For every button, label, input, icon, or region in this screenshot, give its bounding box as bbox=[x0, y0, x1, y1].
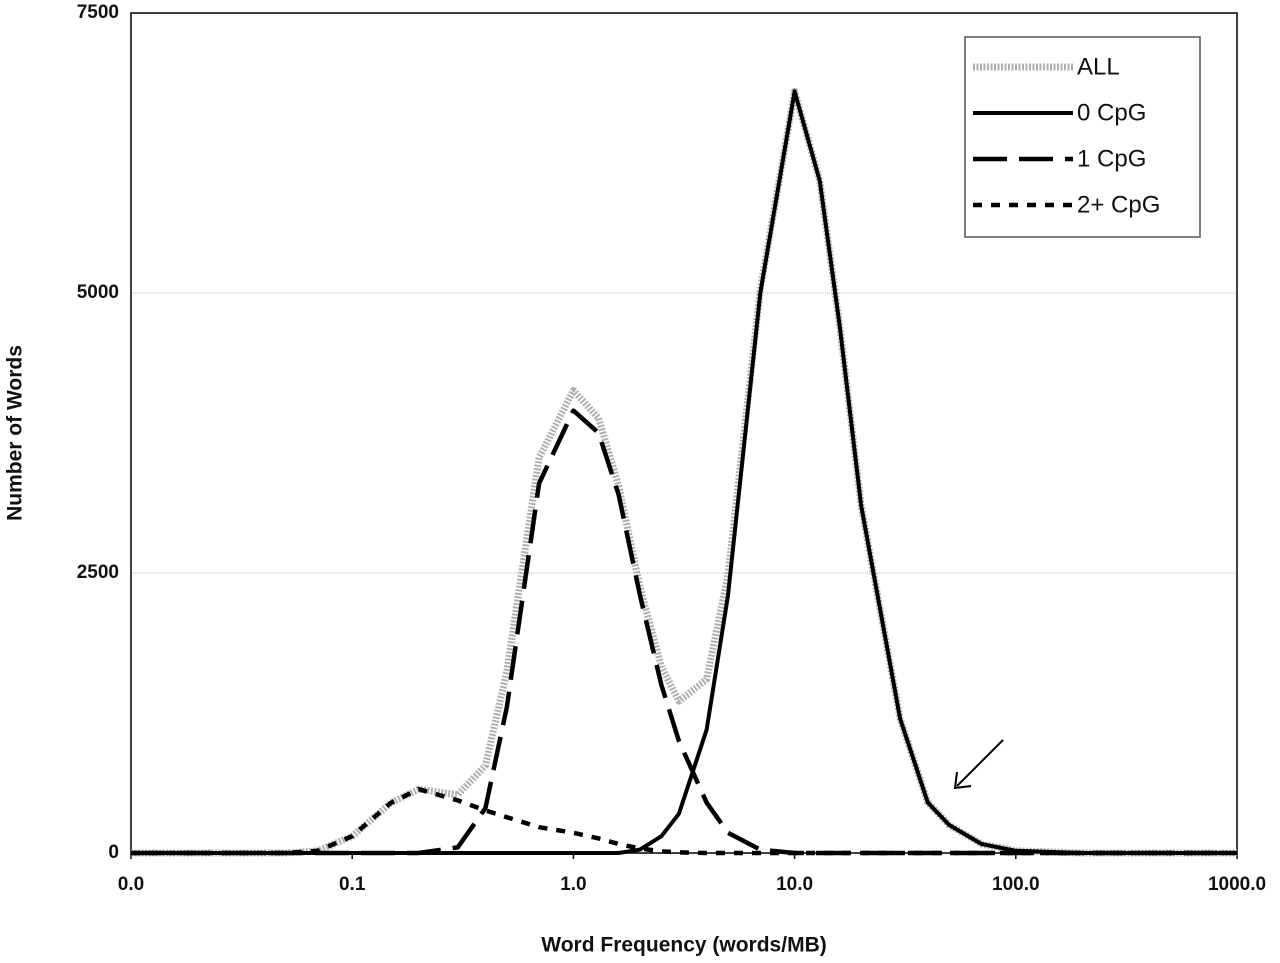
legend-label: 2+ CpG bbox=[1077, 191, 1160, 218]
series-line bbox=[131, 408, 1237, 856]
y-tick-label: 5000 bbox=[77, 282, 119, 303]
x-tick-label: 10.0 bbox=[776, 874, 813, 895]
y-tick-label: 7500 bbox=[77, 2, 119, 23]
legend-label: ALL bbox=[1077, 53, 1120, 80]
legend-box bbox=[964, 36, 1201, 238]
x-tick-label: 0.0 bbox=[118, 874, 144, 895]
legend-label: 0 CpG bbox=[1077, 99, 1146, 126]
y-tick-label: 2500 bbox=[77, 562, 119, 583]
x-tick-label: 1000.0 bbox=[1208, 874, 1266, 895]
series-line bbox=[131, 786, 1237, 856]
y-tick-label: 0 bbox=[108, 842, 119, 863]
x-tick-label: 1.0 bbox=[560, 874, 586, 895]
x-axis-title: Word Frequency (words/MB) bbox=[541, 934, 826, 957]
legend-label: 1 CpG bbox=[1077, 145, 1146, 172]
x-tick-label: 100.0 bbox=[992, 874, 1040, 895]
x-tick-label: 0.1 bbox=[339, 874, 366, 895]
y-axis-title: Number of Words bbox=[4, 345, 27, 521]
annotation-arrow bbox=[953, 739, 1004, 790]
